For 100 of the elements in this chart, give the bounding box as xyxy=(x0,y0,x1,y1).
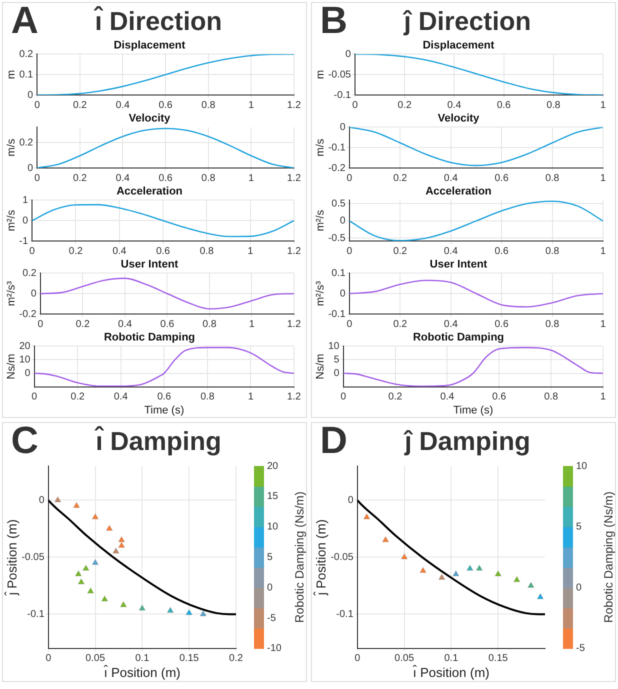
line-series xyxy=(354,54,603,95)
x-tick-label: 0.6 xyxy=(494,246,509,257)
text: ı̂ Direction xyxy=(94,6,222,36)
y-axis-title: m²/s³ xyxy=(314,280,327,306)
x-tick-label: 0 xyxy=(46,653,52,664)
point xyxy=(101,595,108,602)
chart-title: Acceleration xyxy=(116,186,183,198)
x-tick-label: 0.8 xyxy=(200,392,215,403)
y-tick-label: 0.1 xyxy=(19,69,34,80)
x-tick-label: 0.6 xyxy=(492,392,507,403)
x-tick-label: 0.8 xyxy=(545,318,560,330)
x-tick-label: 0.8 xyxy=(544,392,558,403)
x-tick-label: 0.2 xyxy=(68,246,84,257)
point xyxy=(527,582,534,588)
y-tick-label: -0.05 xyxy=(22,552,45,563)
point xyxy=(112,548,120,554)
point xyxy=(536,593,544,600)
y-tick-label: 0 xyxy=(340,288,346,300)
x-tick-label: 0.6 xyxy=(494,318,509,330)
y-tick-label: 0.2 xyxy=(19,137,34,148)
x-axis-title: ı̂ Position (m) xyxy=(412,664,490,680)
x-tick-label: 0.8 xyxy=(545,246,560,257)
color-bar-label: -5 xyxy=(267,612,276,624)
x-tick-label: 0.15 xyxy=(179,653,200,664)
y-tick-label: 0.1 xyxy=(332,268,346,279)
y-axis-title: m xyxy=(6,70,18,80)
point xyxy=(186,609,193,616)
point xyxy=(452,570,460,577)
color-bar-label: 15 xyxy=(267,491,279,502)
y-tick-label: 0 xyxy=(348,494,354,506)
x-tick-label: 0.4 xyxy=(440,392,455,403)
x-tick-label: 0.4 xyxy=(116,100,130,111)
point xyxy=(118,542,126,548)
color-bar-label: 10 xyxy=(267,522,279,533)
x-axis-title: ı̂ Position (m) xyxy=(102,664,180,680)
y-tick-label: -0.05 xyxy=(328,69,352,80)
x-tick-label: 1 xyxy=(600,172,606,184)
color-bar-title: Robotic Damping (Ns/m) xyxy=(601,492,616,623)
y-axis-title: m/s xyxy=(6,138,18,156)
x-tick-label: 1 xyxy=(600,318,606,330)
point xyxy=(400,553,408,560)
y-tick-label: 0.2 xyxy=(19,48,34,60)
chart-title: Robotic Damping xyxy=(104,332,196,344)
x-tick-label: 0.4 xyxy=(444,172,458,184)
point xyxy=(513,576,520,582)
y-axis-title: m/s xyxy=(314,138,327,156)
y-axis-title: Ns/m xyxy=(314,354,327,380)
text: B xyxy=(320,0,348,42)
color-bar-label: 0 xyxy=(267,582,273,594)
line-series xyxy=(34,346,294,387)
line-series xyxy=(349,200,603,241)
y-axis-title: m²/s xyxy=(6,209,18,232)
y-tick-label: 1 xyxy=(22,194,29,206)
color-bar-label: 5 xyxy=(576,522,582,533)
x-tick-label: 0.4 xyxy=(444,246,458,257)
point xyxy=(466,564,474,571)
chart-title: Velocity xyxy=(438,112,480,125)
x-tick-label: 0.8 xyxy=(200,246,214,257)
point xyxy=(420,566,427,574)
y-tick-label: 10 xyxy=(19,354,31,366)
y-tick-label: 0.5 xyxy=(332,198,346,210)
point xyxy=(382,536,390,542)
x-tick-label: 0.4 xyxy=(112,246,127,257)
x-tick-label: 0 xyxy=(354,653,361,664)
color-bar-label: 20 xyxy=(267,460,279,472)
x-tick-label: 0.2 xyxy=(72,100,88,111)
y-tick-label: 0.2 xyxy=(22,268,37,279)
x-tick-label: 1.2 xyxy=(287,172,302,184)
x-tick-label: 0.2 xyxy=(393,172,408,184)
y-axis-title: ȷ̂ Position (m) xyxy=(4,519,20,597)
color-bar-title: Robotic Damping (Ns/m) xyxy=(292,492,306,623)
chart-title: Acceleration xyxy=(425,186,492,198)
x-tick-label: 0.2 xyxy=(72,172,88,184)
y-tick-label: 5 xyxy=(334,354,340,366)
x-tick-label: 0.8 xyxy=(545,172,560,184)
text: A xyxy=(11,0,40,42)
point xyxy=(166,606,174,614)
chart-title: User Intent xyxy=(120,258,179,271)
x-tick-label: 1 xyxy=(600,100,606,111)
color-bar-label: 10 xyxy=(576,460,588,472)
x-tick-label: 1 xyxy=(600,246,606,257)
chart-title: Velocity xyxy=(128,112,172,125)
line-series xyxy=(343,346,603,387)
y-tick-label: 20 xyxy=(19,340,31,352)
x-tick-label: 1 xyxy=(248,172,254,184)
x-tick-label: 1.2 xyxy=(287,100,302,111)
point xyxy=(476,564,483,571)
point xyxy=(74,570,82,577)
x-tick-label: 0.4 xyxy=(114,392,128,403)
point xyxy=(120,601,127,608)
x-tick-label: 0.15 xyxy=(488,653,508,664)
y-tick-label: -0.1 xyxy=(328,308,346,320)
x-tick-label: 0.6 xyxy=(496,100,512,111)
x-tick-label: 0.4 xyxy=(447,100,462,111)
chart-title: Displacement xyxy=(114,40,186,52)
x-tick-label: 0.05 xyxy=(394,653,414,664)
x-tick-label: 1 xyxy=(248,100,254,111)
x-axis-title: Time (s) xyxy=(144,404,184,416)
y-tick-label: 0 xyxy=(340,216,346,227)
x-tick-label: 0.4 xyxy=(118,318,132,330)
